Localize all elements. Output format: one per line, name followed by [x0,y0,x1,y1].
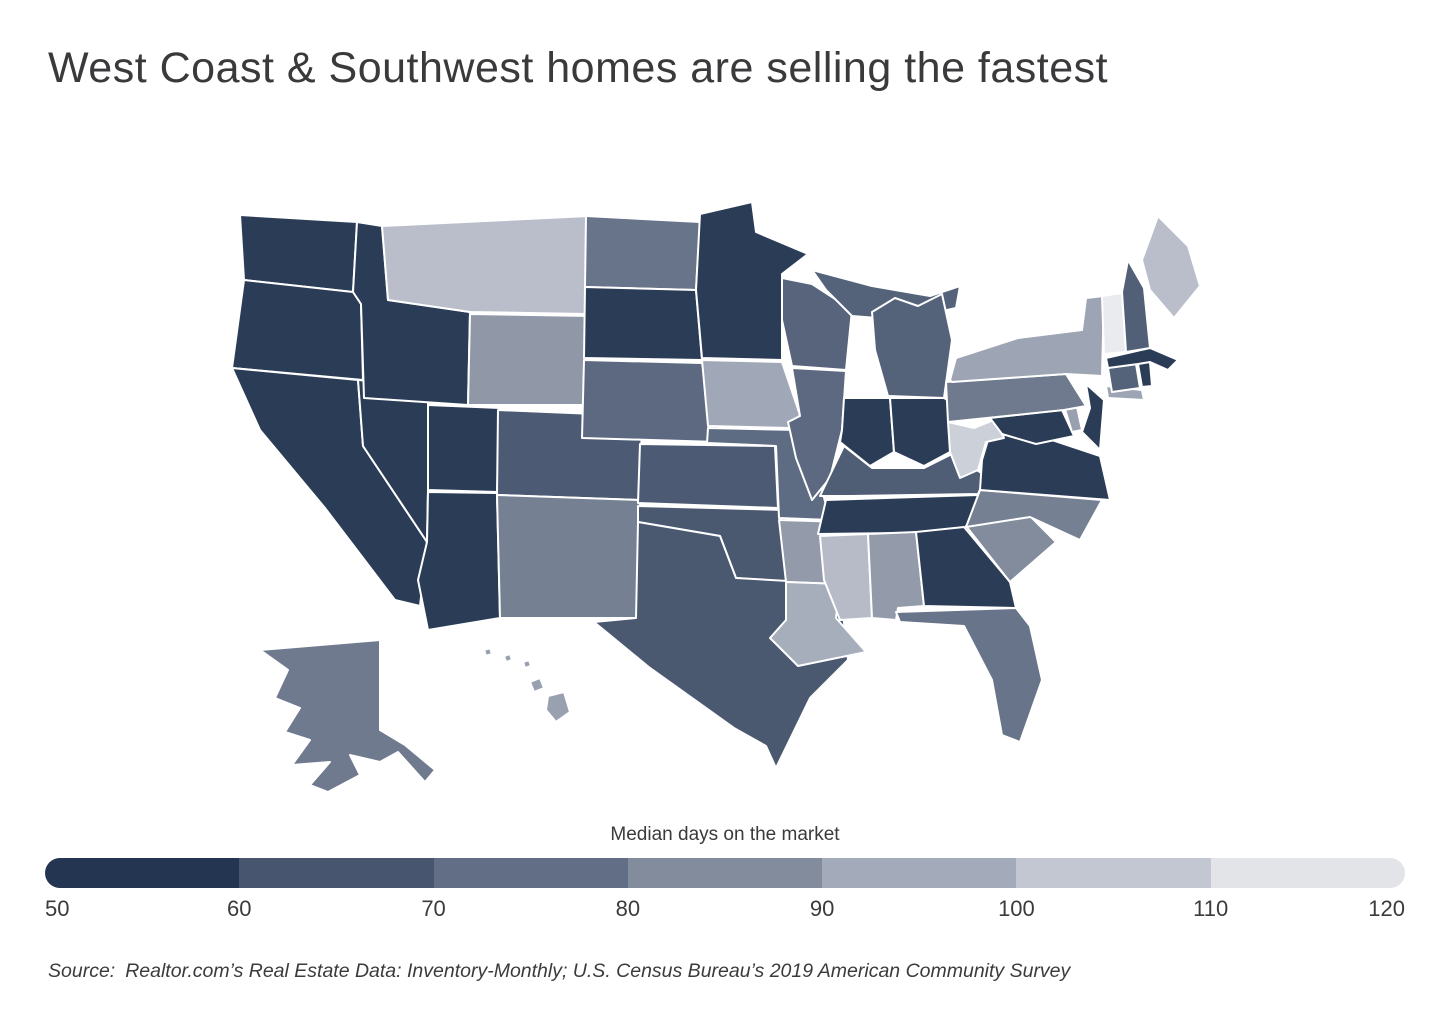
legend-tick-90: 90 [809,896,835,921]
legend-segment-3 [627,858,823,888]
legend-tick-110: 110 [1193,896,1229,921]
state-HI: Hawaii [522,659,532,669]
legend-segment-6 [1210,858,1405,888]
legend-tick-70: 70 [421,896,446,921]
state-IL: Illinois [787,367,847,501]
legend: Median days on the market 50 60 70 80 90 100 1… [45,824,1405,922]
state-NE: Nebraska [581,359,721,443]
state-MN: Minnesota [695,201,809,361]
legend-segment-0 [45,858,240,888]
legend-segment-5 [1016,858,1211,888]
source-note: Source: Realtor.com’s Real Estate Data: I… [48,960,1070,983]
state-HI: Hawaii [529,677,545,693]
legend-segment-4 [822,858,1017,888]
state-MI: Michigan [871,293,953,399]
state-MS: Mississippi [819,533,873,621]
state-TX: Texas [593,521,849,769]
state-IA: Iowa [701,359,801,429]
state-AZ: Arizona [417,491,501,631]
legend-segment-1 [239,858,434,888]
state-HI: Hawaii [483,647,493,657]
state-AK: Alaska [259,639,436,793]
legend-tick-100: 100 [998,896,1035,921]
state-ND: North Dakota [584,215,701,291]
state-OR: Oregon [231,279,364,381]
state-NJ: New Jersey [1081,383,1105,451]
state-SD: South Dakota [583,286,703,361]
state-MT: Montana [381,215,589,315]
state-FL: Florida [895,607,1043,743]
chart-title: West Coast & Southwest homes are selling… [48,44,1109,92]
state-GA: Georgia [915,526,1017,609]
state-HI: Hawaii [545,691,571,723]
legend-tick-120: 120 [1368,896,1405,921]
legend-tick-50: 50 [45,896,70,921]
us-map-svg: WashingtonOregonCaliforniaNevadaIdahoUta… [231,201,1201,793]
state-OH: Ohio [889,397,955,467]
state-ME: Maine [1141,215,1201,319]
legend-segment-2 [433,858,628,888]
source-text: Realtor.com’s Real Estate Data: Inventor… [125,960,1071,982]
state-MA: Massachusetts [1105,347,1179,371]
state-AL: Alabama [867,531,925,621]
state-WA: Washington [239,214,358,293]
legend-title: Median days on the market [610,824,840,845]
legend-tick-80: 80 [615,896,641,921]
state-UT: Utah [427,404,501,493]
source-label: Source: [48,960,116,982]
legend-tick-60: 60 [227,896,252,921]
legend-color-bar [45,858,1405,888]
state-WY: Wyoming [467,313,593,406]
state-WV: West Virginia [947,419,1005,479]
us-choropleth-map: WashingtonOregonCaliforniaNevadaIdahoUta… [230,190,1230,810]
state-NM: New Mexico [496,494,641,619]
state-NY: New York [949,295,1105,383]
state-KS: Kansas [637,443,779,509]
legend-tick-labels: 50 60 70 80 90 100 110 120 [45,896,1405,922]
state-HI: Hawaii [503,653,513,663]
state-NH: New Hampshire [1121,259,1151,353]
